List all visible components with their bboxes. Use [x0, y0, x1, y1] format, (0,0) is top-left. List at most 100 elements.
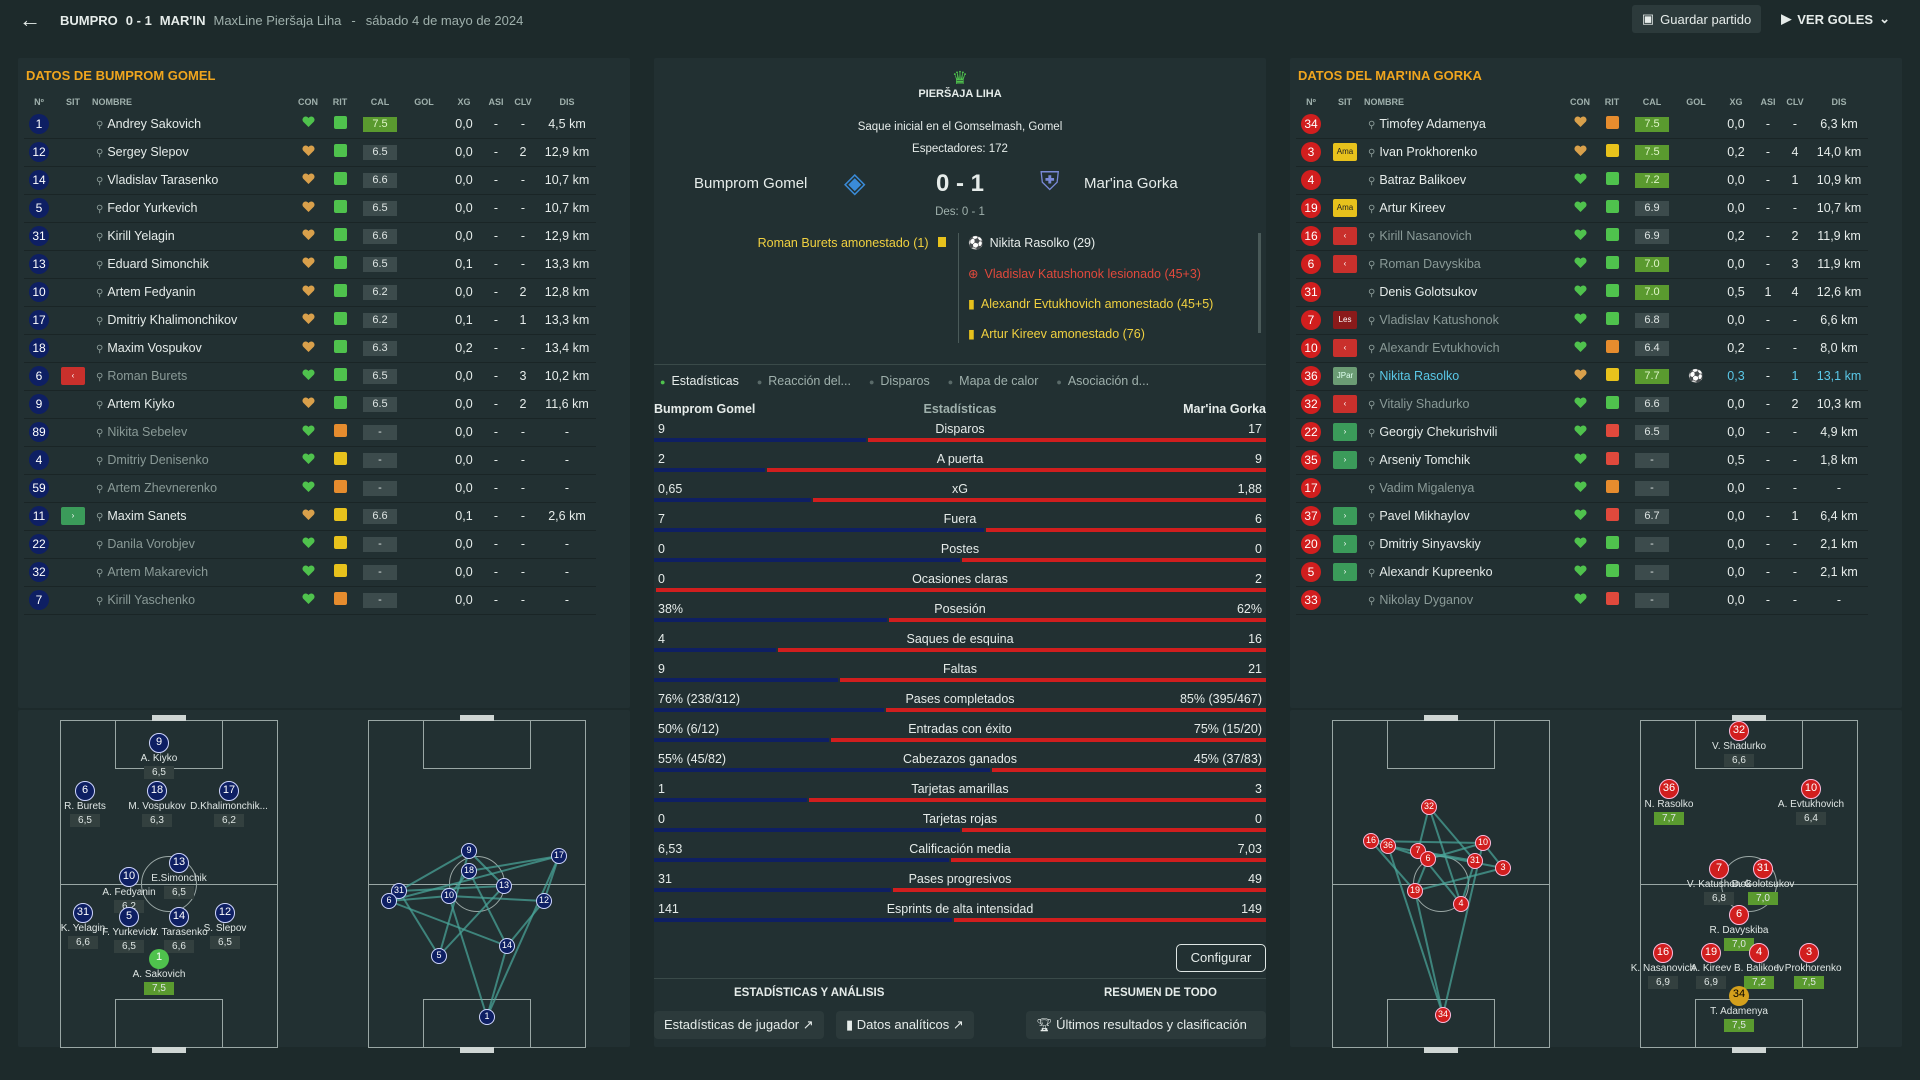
- formation-player[interactable]: 13: [169, 853, 189, 873]
- pass-map-player[interactable]: 18: [461, 863, 477, 879]
- column-header[interactable]: CON: [1570, 97, 1590, 107]
- player-name[interactable]: Nikolay Dyganov: [1379, 593, 1474, 607]
- pass-map-player[interactable]: 1: [479, 1009, 495, 1025]
- column-header[interactable]: GOL: [1686, 97, 1706, 107]
- player-name[interactable]: Vadim Migalenya: [1379, 481, 1475, 495]
- player-row[interactable]: 20 › ⚲ Dmitriy Sinyavskiy -0,0- -2,1 km: [1296, 530, 1868, 559]
- formation-player[interactable]: 34: [1729, 986, 1749, 1006]
- player-name[interactable]: Artem Zhevnerenko: [107, 481, 218, 495]
- formation-player[interactable]: 31: [73, 903, 93, 923]
- column-header[interactable]: CLV: [514, 97, 532, 107]
- pass-map-player[interactable]: 36: [1380, 838, 1396, 854]
- tab-1[interactable]: ● Reacción del...: [756, 374, 851, 388]
- formation-player[interactable]: 5: [119, 907, 139, 927]
- save-match-button[interactable]: ▣ Guardar partido: [1631, 5, 1762, 33]
- tab-0[interactable]: ● Estadísticas: [660, 374, 739, 388]
- player-name[interactable]: Artem Fedyanin: [107, 285, 196, 299]
- player-name[interactable]: Roman Davyskiba: [1379, 257, 1481, 271]
- player-row[interactable]: 4 ⚲ Dmitriy Denisenko -0,0- - -: [24, 446, 596, 475]
- back-arrow-icon[interactable]: ←: [19, 7, 41, 32]
- column-header[interactable]: NOMBRE: [92, 97, 132, 107]
- column-header[interactable]: ASI: [488, 97, 504, 107]
- column-header[interactable]: CAL: [370, 97, 390, 107]
- player-name[interactable]: Roman Burets: [107, 369, 188, 383]
- player-name[interactable]: Alexandr Evtukhovich: [1379, 341, 1500, 355]
- player-row[interactable]: 22 ⚲ Danila Vorobjev -0,0- - -: [24, 530, 596, 559]
- column-header[interactable]: CLV: [1786, 97, 1804, 107]
- pass-map-player[interactable]: 10: [441, 888, 457, 904]
- player-row[interactable]: 6 ‹ ⚲ Roman Davyskiba 7.0 0,0-3 11,9 km: [1296, 250, 1868, 279]
- player-row[interactable]: 7 ⚲ Kirill Yaschenko -0,0- - -: [24, 586, 596, 615]
- player-row[interactable]: 12 ⚲ Sergey Slepov 6.5 0,0-2 12,9 km: [24, 138, 596, 167]
- player-row[interactable]: 9 ⚲ Artem Kiyko 6.5 0,0-2 11,6 km: [24, 390, 596, 419]
- pass-map-player[interactable]: 19: [1407, 883, 1423, 899]
- formation-player[interactable]: 4: [1749, 943, 1769, 963]
- pass-map-player[interactable]: 31: [1467, 853, 1483, 869]
- player-name[interactable]: Georgiy Chekurishvili: [1379, 425, 1498, 439]
- column-header[interactable]: GOL: [414, 97, 434, 107]
- player-row[interactable]: 32 ⚲ Artem Makarevich -0,0- - -: [24, 558, 596, 587]
- formation-player[interactable]: 3: [1799, 943, 1819, 963]
- player-name[interactable]: Timofey Adamenya: [1379, 116, 1486, 131]
- player-row[interactable]: 10 ⚲ Artem Fedyanin 6.2 0,0-2 12,8 km: [24, 278, 596, 307]
- player-name[interactable]: Maxim Sanets: [107, 509, 187, 523]
- formation-player[interactable]: 19: [1701, 943, 1721, 963]
- player-name[interactable]: Kirill Yelagin: [107, 229, 175, 243]
- view-goals-button[interactable]: ▶ VER GOLES ⌄: [1771, 5, 1900, 33]
- player-row[interactable]: 17 ⚲ Dmitriy Khalimonchikov 6.2 0,1-1 13,3 km: [24, 306, 596, 335]
- formation-player[interactable]: 9: [149, 733, 169, 753]
- player-name[interactable]: Dmitriy Khalimonchikov: [107, 313, 238, 327]
- pass-map-player[interactable]: 14: [499, 938, 515, 954]
- player-name[interactable]: Vitaliy Shadurko: [1379, 397, 1470, 411]
- player-name[interactable]: Artem Makarevich: [107, 565, 209, 579]
- player-row[interactable]: 4 ⚲ Batraz Balikoev 7.2 0,0-1 10,9 km: [1296, 166, 1868, 195]
- player-row[interactable]: 10 ‹ ⚲ Alexandr Evtukhovich 6.4 0,2- -8,0 km: [1296, 334, 1868, 363]
- player-row[interactable]: 18 ⚲ Maxim Vospukov 6.3 0,2- -13,4 km: [24, 334, 596, 363]
- player-name[interactable]: Andrey Sakovich: [107, 116, 202, 131]
- player-row[interactable]: 5 › ⚲ Alexandr Kupreenko -0,0- -2,1 km: [1296, 558, 1868, 587]
- column-header[interactable]: CON: [298, 97, 318, 107]
- formation-player[interactable]: 32: [1729, 721, 1749, 741]
- pass-map-player[interactable]: 5: [431, 948, 447, 964]
- analytics-button[interactable]: ▮ Datos analíticos ↗: [836, 1011, 974, 1039]
- column-header[interactable]: SIT: [65, 97, 80, 107]
- player-row[interactable]: 37 › ⚲ Pavel Mikhaylov 6.7 0,0-1 6,4 km: [1296, 502, 1868, 531]
- formation-player[interactable]: 12: [215, 903, 235, 923]
- player-name[interactable]: Batraz Balikoev: [1379, 173, 1467, 187]
- column-header[interactable]: XG: [1729, 97, 1743, 107]
- pass-map-player[interactable]: 6: [1420, 851, 1436, 867]
- column-header[interactable]: CAL: [1642, 97, 1662, 107]
- player-name[interactable]: Kirill Nasanovich: [1379, 229, 1472, 243]
- player-row[interactable]: 36 JPar ⚲ Nikita Rasolko 7.7 ⚽ 0,3-1 13,1 km: [1296, 362, 1868, 391]
- player-name[interactable]: Nikita Sebelev: [107, 425, 188, 439]
- pass-map-player[interactable]: 34: [1435, 1007, 1451, 1023]
- column-header[interactable]: RIT: [1604, 97, 1620, 107]
- player-row[interactable]: 34 ⚲ Timofey Adamenya 7.5 0,0- -6,3 km: [1296, 110, 1868, 139]
- player-name[interactable]: Dmitriy Sinyavskiy: [1379, 537, 1481, 551]
- pass-map-player[interactable]: 16: [1363, 833, 1379, 849]
- player-name[interactable]: Denis Golotsukov: [1379, 285, 1478, 299]
- formation-player[interactable]: 16: [1653, 943, 1673, 963]
- formation-player[interactable]: 31: [1753, 859, 1773, 879]
- player-row[interactable]: 35 › ⚲ Arseniy Tomchik -0,5- -1,8 km: [1296, 446, 1868, 475]
- formation-player[interactable]: 17: [219, 781, 239, 801]
- tab-3[interactable]: ● Mapa de calor: [947, 374, 1039, 388]
- player-name[interactable]: Sergey Slepov: [107, 145, 189, 159]
- player-name[interactable]: Ivan Prokhorenko: [1379, 145, 1478, 159]
- player-row[interactable]: 19 Ama ⚲ Artur Kireev 6.9 0,0- -10,7 km: [1296, 194, 1868, 223]
- tab-4[interactable]: ● Asociación d...: [1056, 374, 1150, 388]
- player-name[interactable]: Fedor Yurkevich: [107, 201, 198, 215]
- pass-map-player[interactable]: 6: [381, 893, 397, 909]
- formation-player[interactable]: 1: [149, 949, 169, 969]
- pass-map-player[interactable]: 12: [536, 893, 552, 909]
- pass-map-player[interactable]: 3: [1495, 860, 1511, 876]
- player-row[interactable]: 13 ⚲ Eduard Simonchik 6.5 0,1- -13,3 km: [24, 250, 596, 279]
- column-header[interactable]: DIS: [559, 97, 575, 107]
- pass-map-player[interactable]: 4: [1453, 896, 1469, 912]
- formation-player[interactable]: 7: [1709, 859, 1729, 879]
- player-name[interactable]: Vladislav Katushonok: [1379, 313, 1499, 327]
- player-row[interactable]: 17 ⚲ Vadim Migalenya -0,0- - -: [1296, 474, 1868, 503]
- formation-player[interactable]: 18: [147, 781, 167, 801]
- column-header[interactable]: Nº: [1306, 97, 1316, 107]
- pass-map-player[interactable]: 10: [1475, 835, 1491, 851]
